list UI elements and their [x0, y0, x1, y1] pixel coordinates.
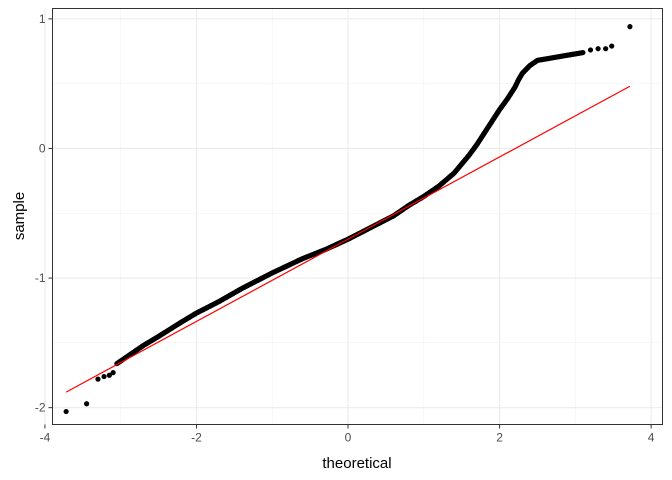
sample-point	[95, 376, 101, 382]
x-tick-label: -4	[40, 431, 51, 445]
sample-point	[603, 46, 609, 52]
major-gridlines	[44, 8, 663, 425]
sample-point	[63, 408, 69, 415]
minor-gridlines	[52, 8, 663, 425]
x-tick-label: 0	[345, 431, 352, 445]
sample-point	[627, 24, 633, 30]
sample-point	[101, 373, 107, 380]
x-tick-label: -2	[191, 431, 202, 445]
y-tick-label: -1	[35, 271, 46, 285]
x-tick-label: 2	[496, 431, 503, 445]
x-tick-label: 4	[648, 431, 655, 445]
y-tick-label: -2	[35, 401, 46, 415]
x-axis-title: theoretical	[322, 455, 391, 472]
sample-point	[106, 372, 112, 378]
plot-panel-border	[52, 8, 663, 425]
sample-point	[595, 46, 601, 52]
sample-point	[110, 370, 116, 376]
sample-point	[580, 49, 586, 56]
x-axis: -4 -2 0 2 4	[40, 424, 655, 445]
reference-line	[65, 85, 631, 393]
sample-point	[609, 43, 615, 49]
y-tick-label: 0	[39, 141, 46, 155]
y-axis: -2 -1 0 1	[35, 12, 53, 415]
y-tick-label: 1	[39, 12, 46, 26]
sample-point	[83, 401, 90, 407]
plot-panel-background	[52, 8, 663, 425]
y-axis-title: sample	[11, 192, 28, 240]
sample-point	[587, 47, 594, 53]
